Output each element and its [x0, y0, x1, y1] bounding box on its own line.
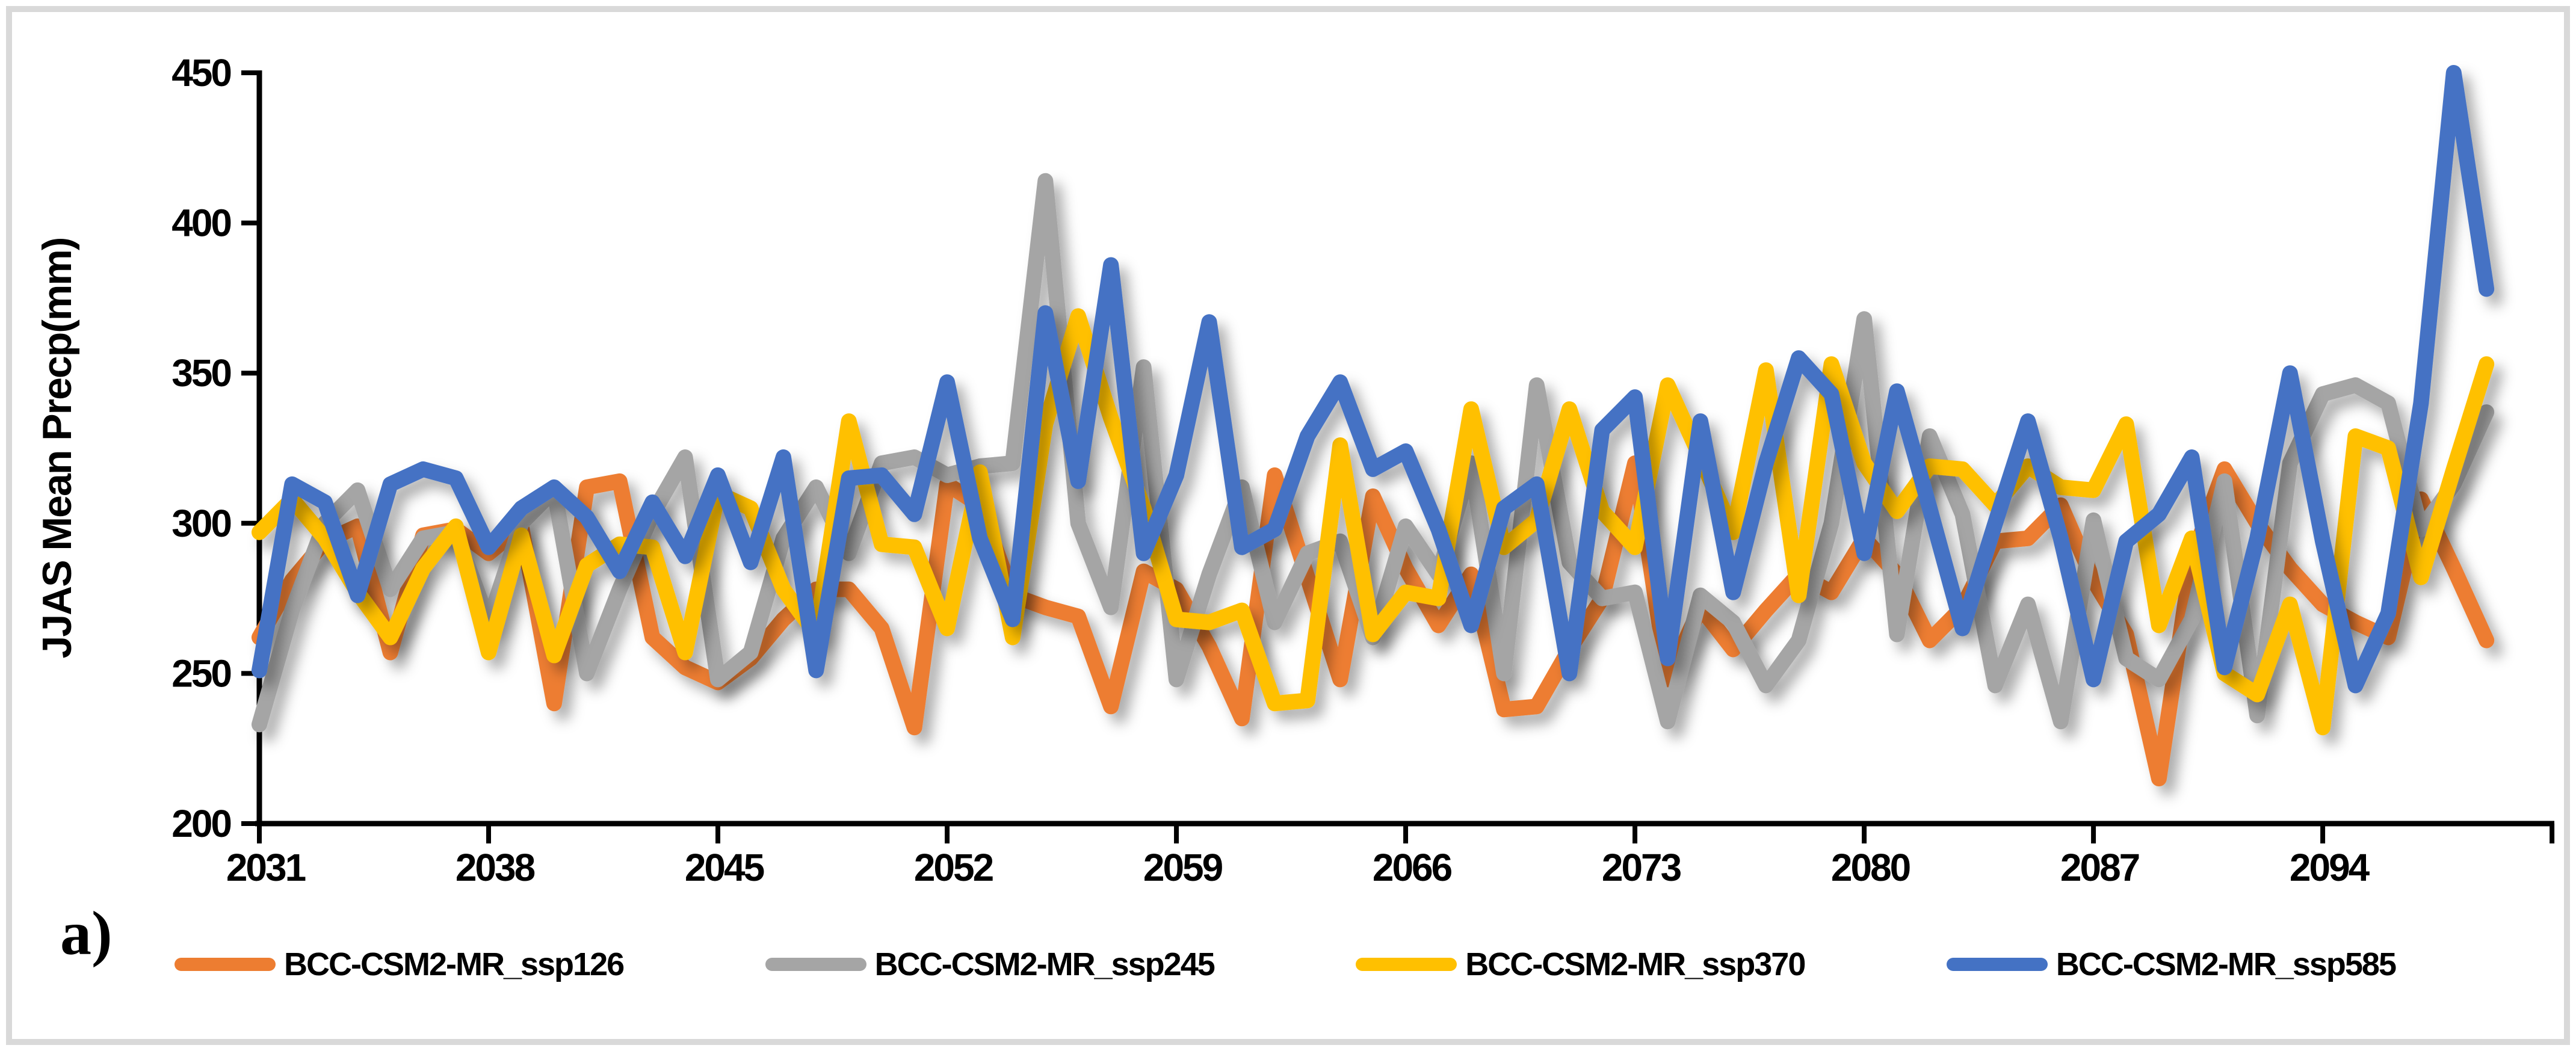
- y-tick-label: 450: [171, 51, 230, 94]
- y-tick-label: 350: [171, 351, 230, 395]
- x-tick-label: 2066: [1373, 846, 1452, 889]
- x-tick-label: 2073: [1602, 846, 1681, 889]
- x-tick-label: 2087: [2060, 846, 2139, 889]
- x-tick-label: 2094: [2290, 846, 2370, 889]
- legend: BCC-CSM2-MR_ssp126 BCC-CSM2-MR_ssp245 BC…: [175, 931, 2397, 997]
- x-tick-label: 2059: [1143, 846, 1223, 889]
- legend-item-ssp245: BCC-CSM2-MR_ssp245: [765, 946, 1215, 983]
- x-tick-label: 2045: [685, 846, 764, 889]
- y-tick-label: 400: [171, 202, 230, 245]
- legend-label-ssp370: BCC-CSM2-MR_ssp370: [1465, 946, 1806, 982]
- legend-item-ssp370: BCC-CSM2-MR_ssp370: [1356, 946, 1806, 983]
- legend-swatch-ssp370: [1356, 958, 1457, 971]
- legend-label-ssp126: BCC-CSM2-MR_ssp126: [284, 946, 625, 982]
- legend-swatch-ssp245: [765, 958, 866, 971]
- legend-item-ssp126: BCC-CSM2-MR_ssp126: [175, 946, 625, 983]
- y-tick-label: 300: [171, 502, 230, 545]
- y-tick-label: 250: [171, 652, 230, 695]
- legend-label-ssp585: BCC-CSM2-MR_ssp585: [2056, 946, 2397, 982]
- x-tick-label: 2038: [456, 846, 535, 889]
- x-tick-label: 2031: [226, 846, 306, 889]
- series-line-BCC-CSM2-MR_ssp585: [252, 65, 2495, 694]
- legend-label-ssp245: BCC-CSM2-MR_ssp245: [874, 946, 1215, 982]
- y-tick-label: 200: [171, 802, 230, 845]
- axis-labels: 200 250 300 350 400 450 2031 2038 2045 2052 2059 20…: [34, 51, 2372, 889]
- x-tick-label: 2052: [914, 846, 993, 889]
- legend-swatch-ssp585: [1946, 958, 2048, 971]
- legend-item-ssp585: BCC-CSM2-MR_ssp585: [1946, 946, 2397, 983]
- x-tick-label: 2080: [1831, 846, 1910, 889]
- series-lines: [252, 65, 2495, 787]
- y-axis-title: JJAS Mean Precp(mm): [34, 238, 80, 659]
- legend-swatch-ssp126: [175, 958, 276, 971]
- panel-label: a): [60, 899, 113, 968]
